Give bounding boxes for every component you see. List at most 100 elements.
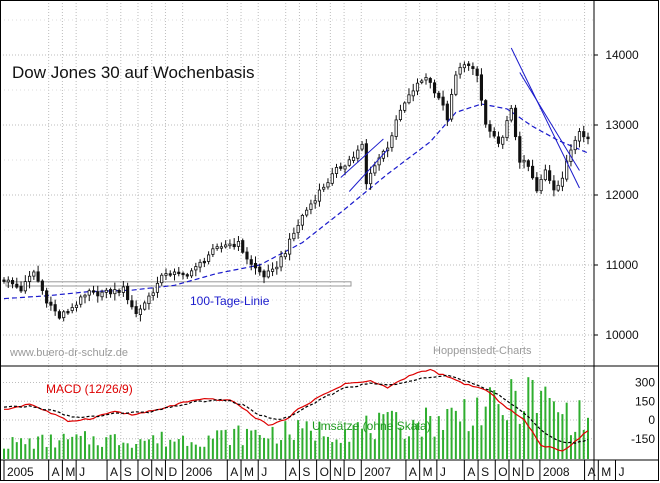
time-tick-label: A xyxy=(289,465,297,479)
volume-bar xyxy=(58,440,61,459)
time-tick-label: O xyxy=(141,465,150,479)
volume-bar xyxy=(207,435,210,459)
candle-body xyxy=(253,263,258,269)
time-tick-label: 2005 xyxy=(7,465,34,479)
candle-body xyxy=(270,268,275,272)
volume-bar xyxy=(331,442,334,459)
volume-bar xyxy=(471,425,474,459)
volume-bar xyxy=(250,430,253,459)
candle-body xyxy=(437,92,441,99)
candle-body xyxy=(339,166,343,169)
time-tick-label: D xyxy=(168,465,177,479)
volume-bar xyxy=(45,446,48,459)
time-tick-label: J xyxy=(79,465,85,479)
time-tick-label: D xyxy=(347,465,356,479)
candle-body xyxy=(364,143,368,185)
volume-bar xyxy=(96,445,99,459)
candle-body xyxy=(531,165,535,179)
volume-bar xyxy=(245,428,248,459)
volume-bar xyxy=(578,400,581,459)
macd-tick-label: 150 xyxy=(635,394,655,408)
candle-body xyxy=(143,302,147,310)
time-tick-label: 2007 xyxy=(364,465,391,479)
source-label: Hoppenstedt-Charts xyxy=(433,345,532,357)
candle-body xyxy=(202,260,206,264)
volume-bar xyxy=(510,379,513,459)
candle-body xyxy=(415,82,420,92)
candle-body xyxy=(6,279,10,283)
candle-body xyxy=(104,289,108,293)
volume-bar xyxy=(284,421,287,459)
candle-body xyxy=(126,285,130,301)
volume-bar xyxy=(241,445,244,459)
volume-bar xyxy=(450,407,453,459)
candle-body xyxy=(66,311,70,314)
candle-body xyxy=(62,311,66,319)
volume-bar xyxy=(369,433,372,459)
candle-body xyxy=(505,120,509,138)
time-tick-label: N xyxy=(155,465,164,479)
volume-bar xyxy=(305,421,308,459)
volume-bar xyxy=(523,411,526,459)
volume-bar xyxy=(122,442,125,459)
volume-bar xyxy=(147,439,150,459)
volume-bar xyxy=(203,446,206,459)
volume-bar xyxy=(373,439,376,459)
candle-body xyxy=(300,214,304,226)
volume-bar xyxy=(318,421,321,459)
candle-body xyxy=(53,304,57,312)
volume-bar xyxy=(497,404,500,459)
support-zone-rect xyxy=(5,281,352,287)
volume-bar xyxy=(3,448,5,459)
candle-body xyxy=(467,63,471,66)
watermark: www.buero-dr-schulz.de xyxy=(9,347,128,359)
candle-body xyxy=(215,246,219,249)
candle-body xyxy=(228,243,232,247)
candle-body xyxy=(552,180,556,191)
volume-bar xyxy=(88,444,91,459)
candle-body xyxy=(356,149,360,159)
candle-body xyxy=(317,189,322,202)
candle-body xyxy=(211,248,215,255)
candle-body xyxy=(36,271,40,282)
moving-average-label: 100-Tage-Linie xyxy=(190,294,270,308)
volume-bar xyxy=(561,414,564,459)
candle-body xyxy=(539,178,543,192)
candle-body xyxy=(484,100,488,125)
candle-body xyxy=(475,68,479,76)
candle-body xyxy=(241,240,245,253)
candle-body xyxy=(535,177,539,192)
volume-bar xyxy=(37,436,40,459)
volume-bar xyxy=(407,436,410,459)
volume-bar xyxy=(416,423,419,459)
price-tick-label: 11000 xyxy=(606,258,639,272)
macd-tick-label: 0 xyxy=(648,413,655,427)
volume-bar xyxy=(527,377,530,459)
volume-bar xyxy=(139,439,142,459)
volume-bar xyxy=(267,438,270,459)
axis-tick-labels: 10000 11000 12000 13000 14000 300 150 0 -150 2005… xyxy=(3,48,655,480)
volume-bar xyxy=(399,427,402,459)
candle-body xyxy=(522,159,526,163)
candle-body xyxy=(262,270,266,278)
volume-bar xyxy=(446,408,449,459)
volume-bar xyxy=(109,434,112,459)
volume-bar xyxy=(425,407,428,459)
candle-body xyxy=(322,186,326,190)
candle-body xyxy=(19,285,23,292)
candle-body xyxy=(117,289,121,293)
volume-bar xyxy=(582,429,585,459)
candle-body xyxy=(155,282,160,293)
candle-body xyxy=(403,102,407,111)
candle-body xyxy=(450,94,454,120)
candle-body xyxy=(91,290,96,293)
trend-line xyxy=(519,72,580,171)
candle-body xyxy=(386,147,390,152)
volume-bar xyxy=(164,446,167,459)
candle-body xyxy=(79,296,83,305)
volume-bar xyxy=(233,428,236,459)
time-tick-label: 2008 xyxy=(543,465,570,479)
volume-bar xyxy=(169,439,172,459)
volume-bar xyxy=(15,442,18,459)
